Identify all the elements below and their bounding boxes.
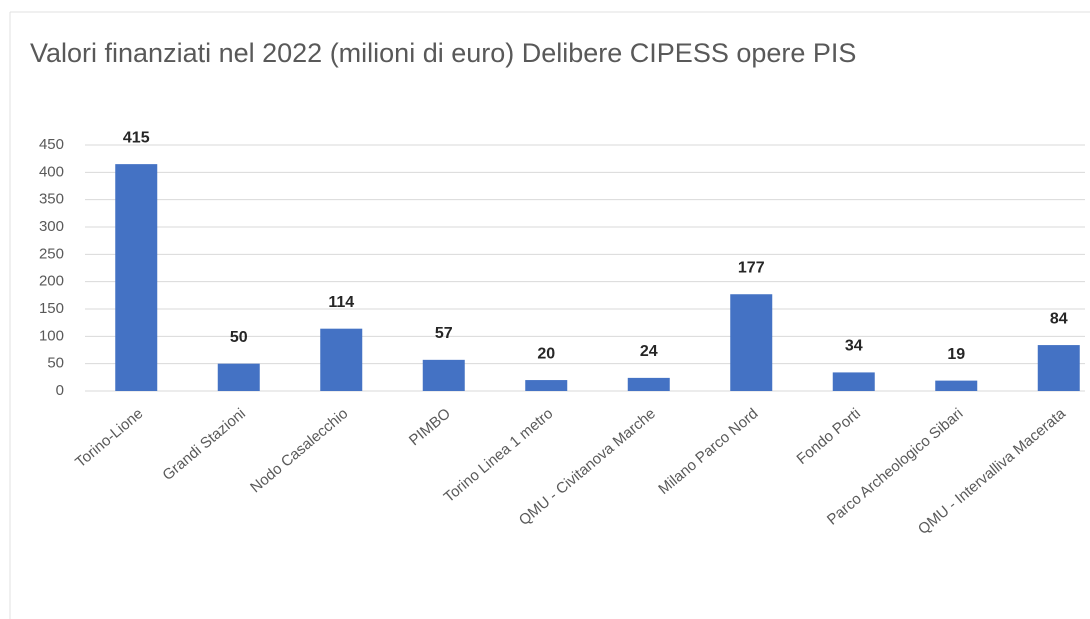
bar [832, 372, 875, 391]
x-tick-label: PIMBO [406, 405, 454, 449]
bar [422, 359, 465, 391]
data-label: 20 [537, 345, 555, 362]
x-tick-label: Torino-Lione [72, 405, 146, 471]
bar [525, 380, 568, 391]
y-tick-label: 400 [39, 163, 64, 180]
y-tick-label: 100 [39, 327, 64, 344]
bar [115, 164, 158, 391]
bar [730, 294, 773, 391]
y-tick-label: 0 [56, 382, 64, 399]
data-label: 114 [328, 294, 354, 311]
y-tick-label: 350 [39, 191, 64, 208]
data-label: 50 [230, 329, 248, 346]
x-tick-label: Nodo Casalecchio [247, 405, 351, 496]
y-tick-label: 300 [39, 218, 64, 235]
y-tick-label: 450 [39, 136, 64, 153]
chart-title: Valori finanziati nel 2022 (milioni di e… [30, 38, 856, 68]
x-tick-label: Grandi Stazioni [159, 405, 248, 484]
data-label: 415 [123, 129, 150, 146]
data-label: 84 [1050, 310, 1068, 327]
y-tick-label: 150 [39, 300, 64, 317]
bar [627, 377, 670, 391]
bar [217, 363, 260, 391]
data-label: 19 [947, 346, 965, 363]
y-tick-label: 200 [39, 273, 64, 290]
data-label: 177 [738, 259, 765, 276]
y-tick-label: 50 [47, 355, 64, 372]
x-tick-label: Milano Parco Nord [655, 405, 761, 498]
x-tick-label: Torino Linea 1 metro [441, 405, 557, 506]
data-label: 24 [640, 343, 658, 360]
y-tick-label: 250 [39, 245, 64, 262]
bar [1037, 345, 1080, 391]
bar [320, 328, 363, 391]
data-label: 57 [435, 325, 453, 342]
bar [935, 380, 978, 391]
x-tick-label: Fondo Porti [794, 405, 864, 468]
data-label: 34 [845, 338, 863, 355]
